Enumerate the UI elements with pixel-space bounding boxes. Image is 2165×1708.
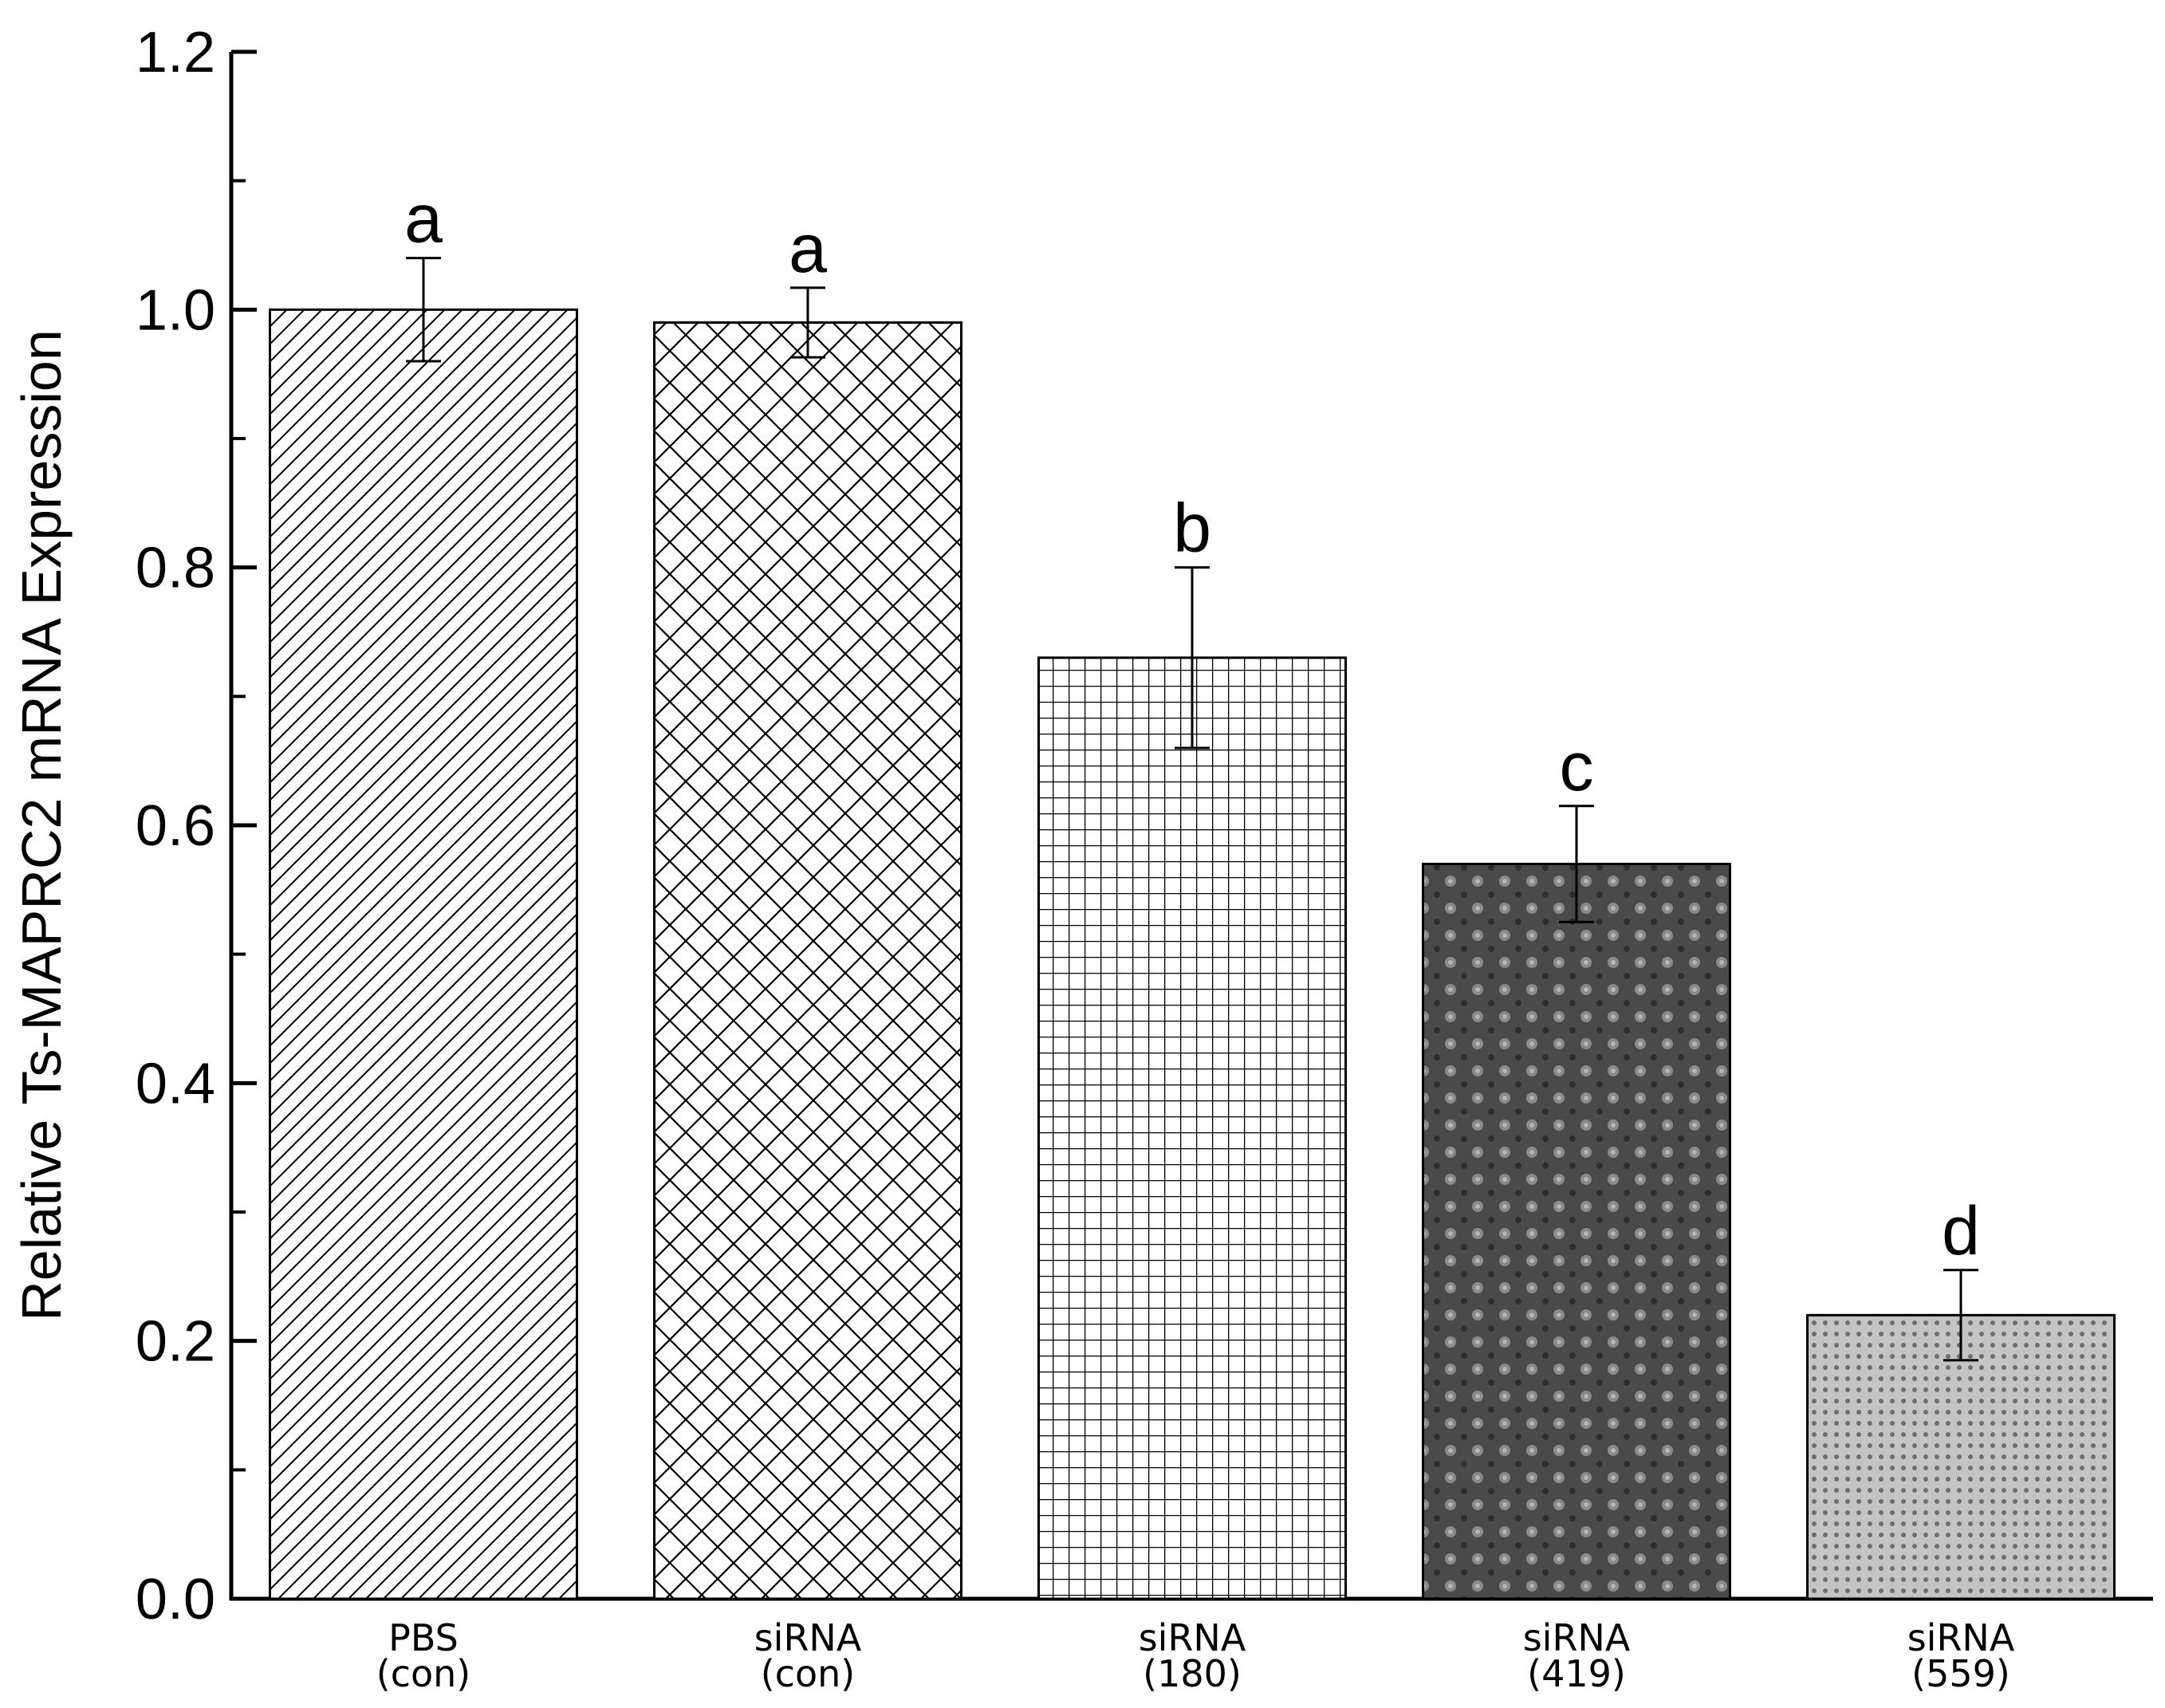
y-tick-label: 0.6	[136, 794, 215, 858]
x-tick-label-sub: (419)	[1527, 1652, 1626, 1695]
bars	[269, 308, 2116, 1600]
x-tick-label: siRNA	[1907, 1616, 2015, 1659]
category-labels: PBS(con)siRNA(con)siRNA(180)siRNA(419)si…	[376, 1616, 2015, 1695]
significance-labels: a a b c d	[404, 181, 1980, 1269]
y-tick-label: 1.2	[136, 21, 215, 85]
bar	[1422, 863, 1731, 1600]
y-tick-label: 0.0	[136, 1568, 215, 1631]
bar	[1037, 656, 1347, 1600]
x-tick-label-sub: (con)	[761, 1652, 855, 1695]
x-tick-label-sub: (559)	[1911, 1652, 2010, 1695]
y-tick-label: 1.0	[136, 278, 215, 342]
x-tick-label-sub: (con)	[376, 1652, 470, 1695]
bar	[1806, 1313, 2116, 1600]
significance-letter: a	[404, 181, 443, 258]
x-tick-label: siRNA	[1139, 1616, 1246, 1659]
y-tick-label: 0.4	[136, 1052, 215, 1116]
x-tick-label: siRNA	[754, 1616, 862, 1659]
significance-letter: a	[789, 211, 827, 287]
x-tick-label: PBS	[388, 1616, 459, 1659]
x-tick-label: siRNA	[1523, 1616, 1631, 1659]
y-tick-label: 0.2	[136, 1310, 215, 1374]
significance-letter: c	[1560, 729, 1594, 805]
error-bars	[406, 257, 1978, 1362]
significance-letter: d	[1942, 1193, 1980, 1269]
significance-letter: b	[1173, 490, 1211, 567]
bar	[269, 308, 578, 1600]
y-tick-label: 0.8	[136, 537, 215, 600]
y-axis-label: Relative Ts-MAPRC2 mRNA Expression	[10, 329, 73, 1321]
bar	[653, 321, 962, 1600]
x-tick-label-sub: (180)	[1143, 1652, 1242, 1695]
y-axis: 0.0 0.2 0.4 0.6 0.8 1.0 1.2	[136, 21, 257, 1631]
